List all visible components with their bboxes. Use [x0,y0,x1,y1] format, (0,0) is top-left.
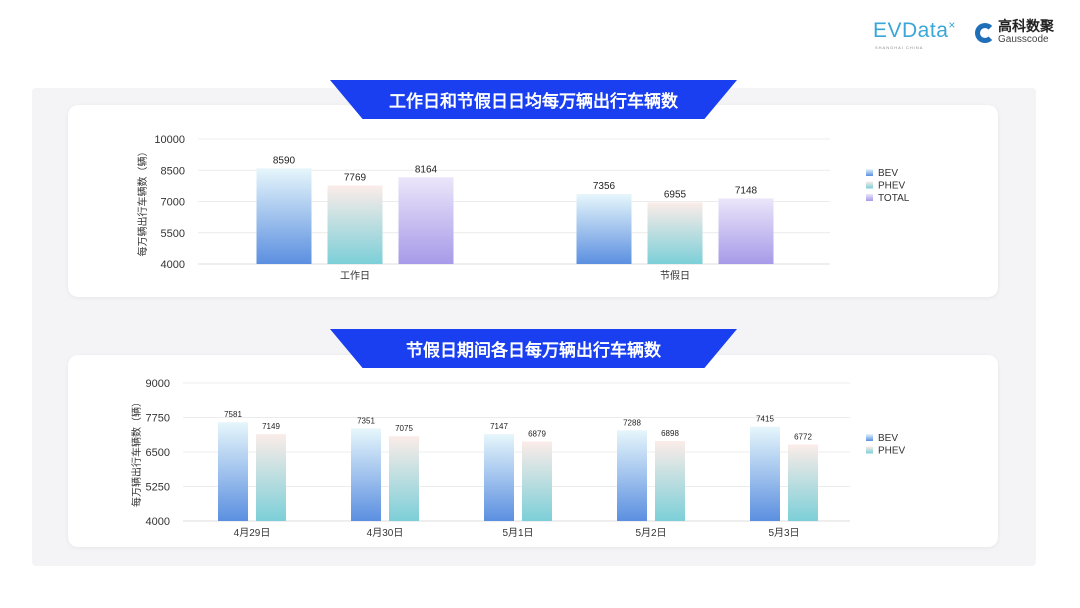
data-label: 8590 [273,155,296,166]
y-tick-label: 4000 [146,516,170,528]
legend-swatch-total [866,194,873,201]
legend-swatch-bev [866,434,873,441]
y-axis-label: 每万辆出行车辆数（辆） [136,147,149,257]
evdata-logo: EVData× SHANGHAI CHINA [873,18,956,50]
x-tick-label: 工作日 [340,270,370,282]
data-label: 7351 [357,417,375,426]
chart-title-1: 工作日和节假日日均每万辆出行车辆数 [330,80,737,119]
bar-phev [522,441,552,521]
bar-total [718,198,774,264]
legend-label: TOTAL [878,193,910,204]
x-tick-label: 节假日 [660,269,690,282]
data-label: 6898 [661,429,679,438]
bar-phev [647,202,703,264]
bar-phev [389,436,419,521]
y-tick-label: 6500 [146,447,170,459]
data-label: 6772 [794,432,812,441]
x-tick-label: 5月3日 [768,527,799,539]
data-label: 6955 [664,189,687,200]
y-tick-label: 7000 [161,197,185,209]
legend-swatch-bev [866,169,873,176]
y-tick-label: 7750 [146,413,170,425]
data-label: 7147 [490,422,508,431]
data-label: 7356 [593,181,616,192]
data-label: 7415 [756,415,774,424]
legend-label: PHEV [878,446,906,457]
y-tick-label: 5250 [146,482,170,494]
bar-bev [576,194,632,264]
x-tick-label: 4月29日 [234,527,271,539]
data-label: 7075 [395,424,413,433]
bar-bev [351,428,381,521]
legend-label: BEV [878,168,898,179]
data-label: 7148 [735,185,758,196]
legend-label: PHEV [878,181,906,192]
data-label: 7581 [224,410,242,419]
data-label: 8164 [415,164,438,175]
bar-phev [327,185,383,264]
bar-total [398,177,454,264]
x-tick-label: 5月2日 [635,527,666,539]
y-tick-label: 4000 [161,259,185,271]
data-label: 6879 [528,430,546,439]
legend-label: BEV [878,433,898,444]
bar-bev [218,422,248,521]
data-label: 7149 [262,422,280,431]
x-tick-label: 5月1日 [502,527,533,539]
legend-swatch-phev [866,181,873,189]
y-tick-label: 9000 [146,378,170,390]
y-tick-label: 5500 [161,228,185,240]
gausscode-logo: 高科数聚 Gausscode [975,20,1054,45]
bar-bev [256,168,312,264]
bar-bev [484,434,514,521]
bar-phev [788,444,818,521]
chart-title-2: 节假日期间各日每万辆出行车辆数 [330,329,737,368]
y-axis-label: 每万辆出行车辆数（辆） [130,397,143,507]
bar-phev [655,441,685,521]
data-label: 7769 [344,172,367,183]
bar-bev [750,426,780,521]
y-tick-label: 10000 [154,134,185,146]
y-tick-label: 8500 [161,165,185,177]
legend-swatch-phev [866,446,873,454]
bar-phev [256,434,286,521]
bar-bev [617,430,647,521]
x-tick-label: 4月30日 [367,527,404,539]
data-label: 7288 [623,418,641,427]
